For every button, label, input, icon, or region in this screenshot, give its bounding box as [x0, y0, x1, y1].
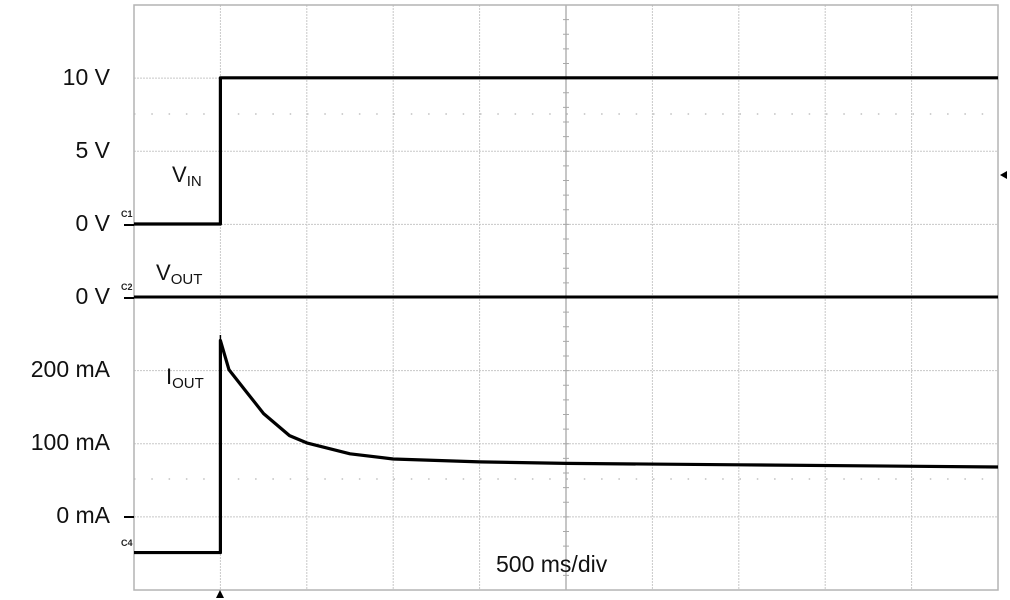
y-tick-label: 10 V	[62, 64, 110, 90]
trigger-marker-icon	[216, 590, 224, 598]
y-tick-label: 5 V	[75, 137, 110, 163]
iout-label: IOUT	[166, 364, 204, 392]
vout-label: VOUT	[156, 260, 203, 288]
channel-c1-marker: C1	[121, 209, 133, 219]
iout-trace	[134, 338, 999, 555]
channel-c2-marker: C2	[121, 282, 133, 292]
channel-c4-marker: C4	[121, 538, 133, 548]
vin-label: VIN	[172, 162, 202, 190]
y-tick-label: 100 mA	[30, 429, 110, 455]
y-tick-label: 200 mA	[30, 356, 110, 382]
y-tick-label: 0 V	[75, 283, 110, 309]
timebase-label: 500 ms/div	[496, 551, 608, 577]
y-tick-label: 0 V	[75, 210, 110, 236]
y-tick-label: 0 mA	[56, 502, 110, 528]
traces	[124, 76, 999, 555]
trigger-level-marker-icon	[1000, 171, 1007, 179]
